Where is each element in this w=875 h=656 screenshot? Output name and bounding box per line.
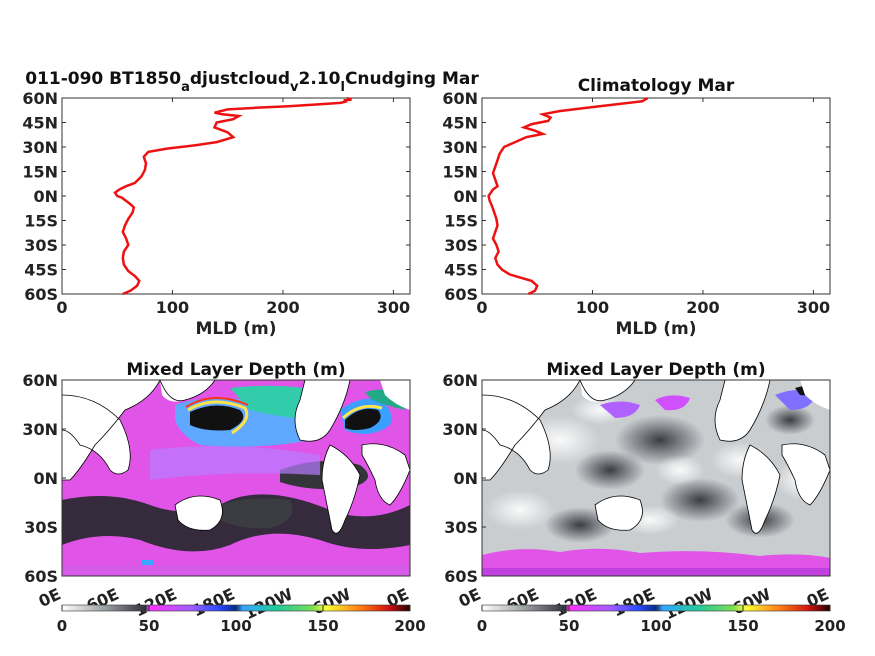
title-part-sub3: l [340,80,344,95]
profile-panel-climatology: Climatology Mar 0 100 200 300 60N 45N 30N 15N 0N… [442,76,831,339]
colorbar-tick-label: 0 [57,617,67,635]
profile-model-title: 011-090 BT1850adjustcloudv2.10lCnudging … [25,69,479,95]
mld-profile-line [113,96,352,296]
colorbar-tick-label: 150 [307,617,338,635]
x-tick-label: 180E [189,584,237,620]
title-part-sub2: v [290,80,299,95]
x-tick-label: 120E [551,584,599,620]
colorbar-tick-label: 0 [477,617,487,635]
colorbar-ticks: 0 50 100 150 200 [477,605,846,635]
y-tick-label: 60N [442,89,478,108]
y-tick-label: 30S [444,518,478,537]
map-model-title: Mixed Layer Depth (m) [126,360,345,380]
x-tick-label: 300 [797,298,830,317]
x-tick-label: 0 [476,298,487,317]
y-tick-label: 60N [442,371,478,390]
title-part-sub1: a [181,80,190,95]
x-tick-label: 100 [576,298,609,317]
map-climatology-title: Mixed Layer Depth (m) [546,360,765,380]
y-tick-label: 60S [24,567,58,586]
y-tick-label: 15S [444,212,478,231]
y-tick-label: 45S [444,261,478,280]
x-tick-label: 120E [131,584,179,620]
colorbar-ticks: 0 50 100 150 200 [57,605,426,635]
colorbar-tick-label: 200 [394,617,425,635]
tick-group: 0 100 200 300 60N 45N 30N 15N 0N 15S 30S 45S 60S [22,89,410,317]
map-panel-climatology: Mixed Layer Depth (m) [442,360,845,635]
y-tick-label: 15N [442,163,478,182]
profile-climatology-title: Climatology Mar [578,76,735,96]
x-tick-label: 100 [156,298,189,317]
profile-panel-model: 011-090 BT1850adjustcloudv2.10lCnudging … [22,69,479,339]
colorbar-tick-label: 50 [559,617,580,635]
y-tick-label: 0N [33,187,58,206]
y-tick-label: 60N [22,371,58,390]
y-tick-label: 30S [24,236,58,255]
x-tick-label: 0E [456,584,484,611]
mld-profile-line [487,96,649,296]
y-tick-label: 60N [22,89,58,108]
x-tick-label: 200 [266,298,299,317]
title-part-mid: djustcloud [190,69,290,89]
colorbar-tick-label: 100 [220,617,251,635]
y-tick-label: 30N [22,138,58,157]
x-tick-label: 0 [56,298,67,317]
plot-frame [61,97,411,295]
x-tick-label: 200 [686,298,719,317]
y-tick-label: 0N [453,469,478,488]
x-tick-label: 60W [729,584,774,618]
x-tick-label: 300 [377,298,410,317]
x-axis-label: MLD (m) [195,319,276,339]
y-tick-label: 30N [22,420,58,439]
colorbar-tick-label: 50 [139,617,160,635]
map-panel-model: Mixed Layer Depth (m) [22,360,425,635]
x-tick-label: 0E [36,584,64,611]
y-tick-label: 60S [444,567,478,586]
title-part-end: Cnudging Mar [345,69,479,89]
title-part-main: 011-090 BT1850 [25,69,181,89]
tick-group: 0 100 200 300 60N 45N 30N 15N 0N 15S 30S 45S 60S [442,89,830,317]
y-tick-label: 30N [442,138,478,157]
y-tick-label: 30S [24,518,58,537]
y-tick-label: 45S [24,261,58,280]
y-tick-label: 15S [24,212,58,231]
y-tick-label: 45N [442,114,478,133]
y-tick-label: 45N [22,114,58,133]
y-tick-label: 15N [22,163,58,182]
x-tick-label: 180E [609,584,657,620]
title-part-mid2: 2.10 [299,69,341,89]
y-tick-label: 30N [442,420,478,439]
x-axis-label: MLD (m) [615,319,696,339]
x-tick-label: 60W [309,584,354,618]
colorbar-tick-label: 100 [640,617,671,635]
colorbar-tick-label: 200 [814,617,845,635]
y-tick-label: 0N [33,469,58,488]
y-tick-label: 30S [444,236,478,255]
plot-frame [481,97,831,295]
colorbar-tick-label: 150 [727,617,758,635]
y-tick-label: 0N [453,187,478,206]
y-tick-label: 60S [24,285,58,304]
y-tick-label: 60S [444,285,478,304]
